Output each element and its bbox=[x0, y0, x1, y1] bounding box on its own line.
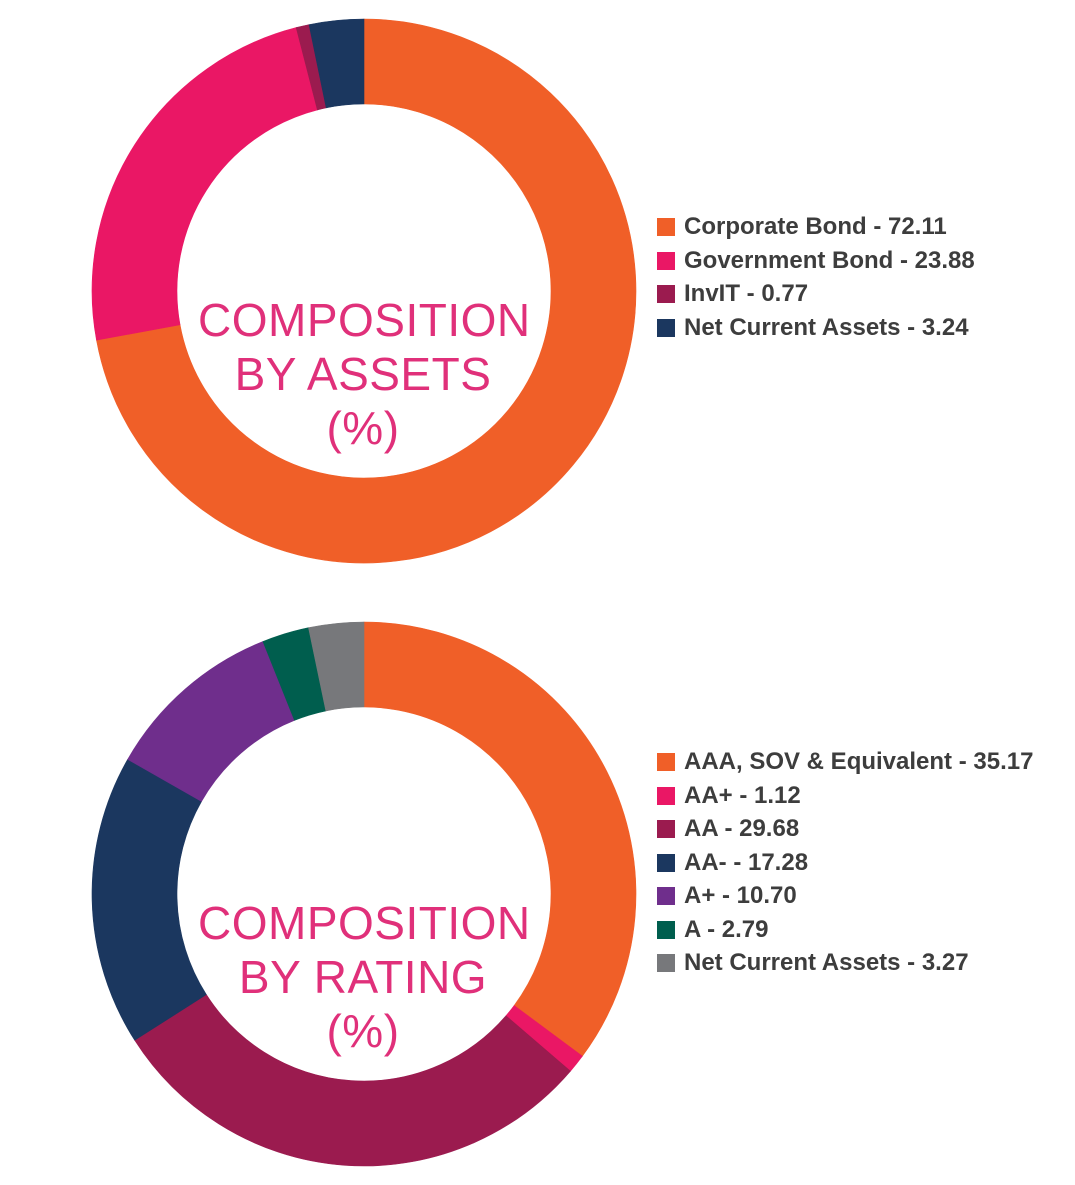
legend-swatch bbox=[657, 285, 675, 303]
legend-swatch bbox=[657, 218, 675, 236]
assets-title-line-2: BY ASSETS bbox=[234, 348, 492, 400]
rating-slice-aaa-sov-equivalent bbox=[363, 621, 637, 1057]
legend-label: InvIT - 0.77 bbox=[684, 280, 809, 307]
rating-legend-item-aa: AA+ - 1.12 bbox=[657, 779, 1057, 813]
rating-slice-net-current-assets bbox=[308, 621, 365, 712]
legend-swatch bbox=[657, 318, 675, 337]
legend-swatch bbox=[657, 753, 675, 771]
rating-title-line-1: COMPOSITION bbox=[198, 897, 531, 949]
rating-legend-item-aa: AA - 29.68 bbox=[657, 812, 1057, 846]
assets-donut bbox=[91, 18, 637, 564]
legend-label: A - 2.79 bbox=[684, 915, 769, 943]
legend-label: A+ - 10.70 bbox=[684, 882, 797, 909]
assets-legend: Corporate Bond - 72.11 Government Bond - … bbox=[657, 210, 1057, 344]
rating-title-line-3: (%) bbox=[326, 1005, 400, 1057]
assets-title-line-3: (%) bbox=[326, 402, 400, 454]
legend-label: Government Bond - 23.88 bbox=[684, 246, 975, 274]
legend-label: AAA, SOV & Equivalent - 35.17 bbox=[684, 748, 1034, 775]
rating-title-line-2: BY RATING bbox=[238, 951, 488, 1003]
assets-legend-item-net-current-assets: Net Current Assets - 3.24 bbox=[657, 311, 1057, 345]
rating-slice-aa bbox=[91, 758, 207, 1041]
rating-chart-title: COMPOSITION BY RATING (%) bbox=[198, 896, 531, 1058]
rating-legend-item-a: A - 2.79 bbox=[657, 913, 1057, 947]
legend-label: AA- - 17.28 bbox=[684, 848, 809, 876]
rating-legend-item-aaa-sov-equivalent: AAA, SOV & Equivalent - 35.17 bbox=[657, 745, 1057, 779]
legend-label: Net Current Assets - 3.27 bbox=[684, 949, 969, 976]
rating-legend-item-net-current-assets: Net Current Assets - 3.27 bbox=[657, 946, 1057, 980]
rating-legend-item-aa: AA- - 17.28 bbox=[657, 846, 1057, 880]
assets-chart-title: COMPOSITION BY ASSETS (%) bbox=[198, 293, 531, 455]
legend-label: Corporate Bond - 72.11 bbox=[684, 213, 947, 240]
assets-slice-net-current-assets bbox=[308, 18, 365, 109]
legend-swatch bbox=[657, 887, 675, 905]
legend-label: AA - 29.68 bbox=[684, 815, 800, 842]
rating-donut bbox=[91, 621, 637, 1167]
assets-slice-corporate-bond bbox=[96, 18, 637, 564]
assets-title-line-1: COMPOSITION bbox=[198, 294, 531, 346]
rating-slice-aa bbox=[134, 994, 571, 1167]
composition-by-assets-chart: COMPOSITION BY ASSETS (%) Corporate Bond… bbox=[0, 0, 1075, 580]
assets-legend-item-government-bond: Government Bond - 23.88 bbox=[657, 244, 1057, 278]
assets-legend-item-corporate-bond: Corporate Bond - 72.11 bbox=[657, 210, 1057, 244]
rating-legend-item-a: A+ - 10.70 bbox=[657, 879, 1057, 913]
composition-by-rating-chart: COMPOSITION BY RATING (%) AAA, SOV & Equ… bbox=[0, 600, 1075, 1180]
legend-swatch bbox=[657, 786, 675, 805]
assets-slice-government-bond bbox=[91, 27, 318, 341]
legend-swatch bbox=[657, 820, 675, 838]
rating-legend: AAA, SOV & Equivalent - 35.17 AA+ - 1.12 A… bbox=[657, 745, 1057, 980]
legend-swatch bbox=[657, 954, 675, 972]
legend-label: AA+ - 1.12 bbox=[684, 781, 801, 809]
assets-legend-item-invit: InvIT - 0.77 bbox=[657, 277, 1057, 311]
legend-swatch bbox=[657, 920, 675, 939]
legend-swatch bbox=[657, 251, 675, 270]
legend-swatch bbox=[657, 853, 675, 872]
legend-label: Net Current Assets - 3.24 bbox=[684, 313, 969, 341]
